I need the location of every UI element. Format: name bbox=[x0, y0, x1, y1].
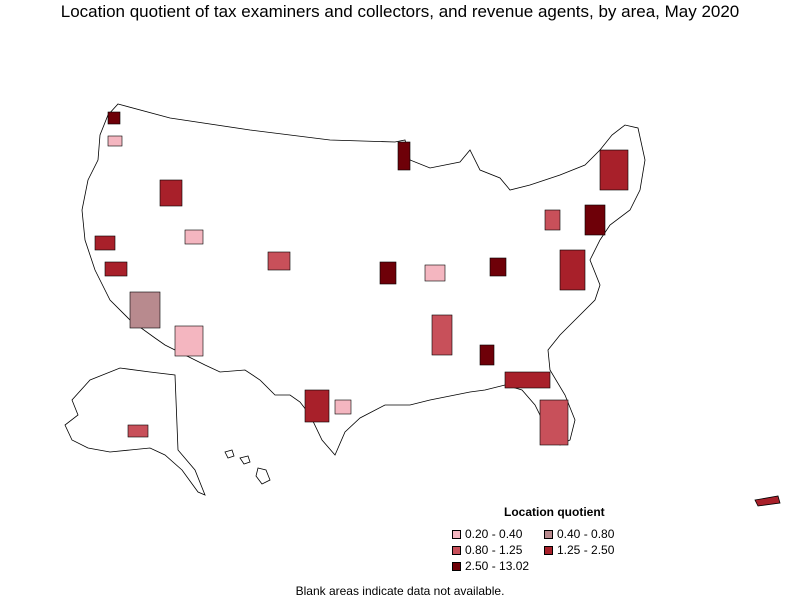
legend-swatch-0 bbox=[452, 529, 461, 539]
puerto-rico-outline bbox=[754, 495, 781, 507]
legend-swatch-1 bbox=[544, 529, 553, 539]
legend-item-4: 2.50 - 13.02 bbox=[452, 559, 544, 573]
legend-item-2: 0.80 - 1.25 bbox=[452, 543, 544, 557]
legend-label-1: 0.40 - 0.80 bbox=[557, 527, 615, 541]
legend-label-2: 0.80 - 1.25 bbox=[465, 543, 523, 557]
legend-title: Location quotient bbox=[504, 505, 605, 519]
hawaii-outline bbox=[224, 449, 271, 485]
legend-item-1: 0.40 - 0.80 bbox=[544, 527, 636, 541]
map-title: Location quotient of tax examiners and c… bbox=[60, 2, 740, 21]
legend-item-0: 0.20 - 0.40 bbox=[452, 527, 544, 541]
region-shading bbox=[94, 111, 629, 446]
legend-swatch-3 bbox=[544, 545, 553, 555]
legend-label-0: 0.20 - 0.40 bbox=[465, 527, 523, 541]
legend-swatch-2 bbox=[452, 545, 461, 555]
footnote: Blank areas indicate data not available. bbox=[295, 584, 505, 598]
legend-label-3: 1.25 - 2.50 bbox=[557, 543, 615, 557]
legend-label-4: 2.50 - 13.02 bbox=[465, 559, 530, 573]
legend: Location quotient 0.20 - 0.40 0.40 - 0.8… bbox=[452, 505, 672, 573]
legend-swatch-4 bbox=[452, 561, 461, 571]
legend-item-3: 1.25 - 2.50 bbox=[544, 543, 636, 557]
